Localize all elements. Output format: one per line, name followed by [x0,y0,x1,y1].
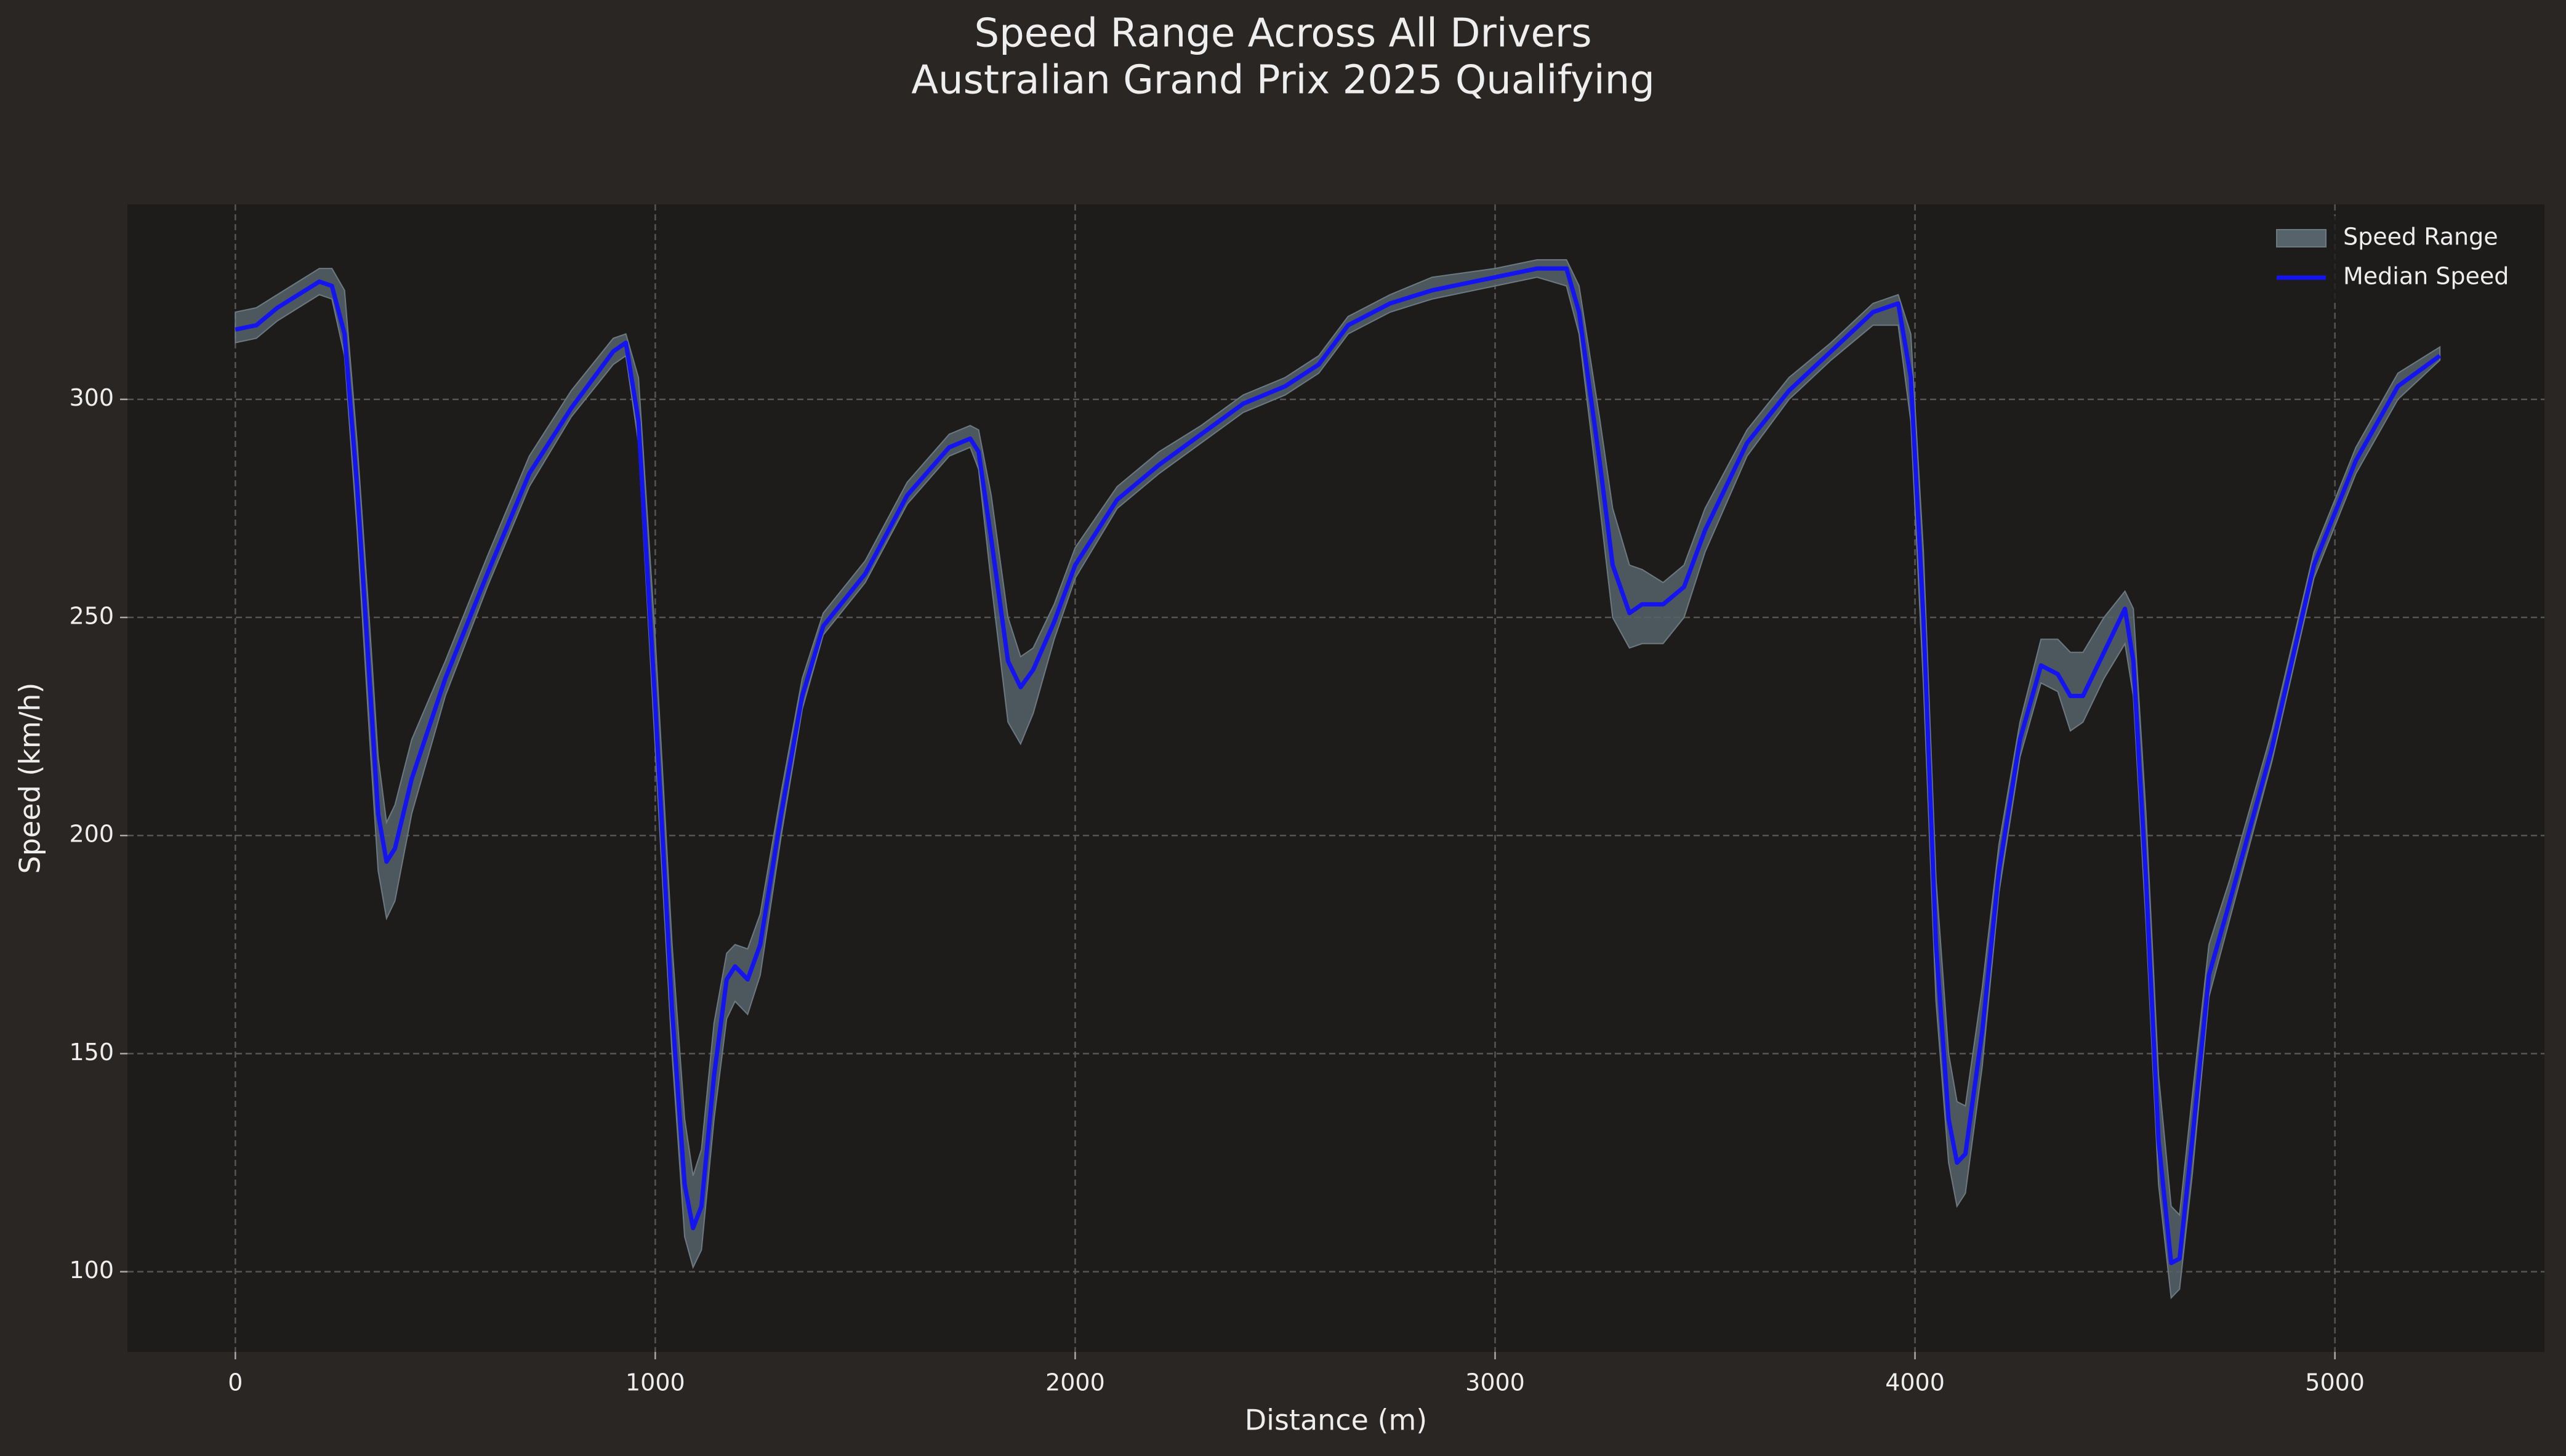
y-tick-label: 200 [69,821,114,848]
y-tick-label: 100 [69,1257,114,1284]
y-tick-label: 250 [69,602,114,629]
y-tick-label: 300 [69,384,114,411]
y-tick-label: 150 [69,1039,114,1066]
x-axis-label: Distance (m) [1245,1404,1427,1437]
x-tick-label: 4000 [1885,1369,1945,1396]
chart-subtitle: Australian Grand Prix 2025 Qualifying [911,58,1655,103]
x-tick-label: 2000 [1045,1369,1105,1396]
x-tick-label: 0 [228,1369,243,1396]
legend-label: Speed Range [2343,223,2498,251]
plot-area [127,204,2544,1352]
speed-range-band [235,259,2441,1300]
legend-label: Median Speed [2343,263,2509,290]
x-tick-label: 3000 [1465,1369,1525,1396]
y-axis-label: Speed (km/h) [14,683,47,874]
legend-box [2263,216,2541,300]
x-tick-label: 5000 [2305,1369,2365,1396]
median-line [235,266,2442,1265]
x-tick-label: 1000 [625,1369,685,1396]
legend-swatch [2276,229,2327,247]
chart-title: Speed Range Across All Drivers [974,11,1591,57]
plot-layer: 0 1000 2000 3000 4000 5000 100 150 200 250 300 [69,204,2544,1396]
